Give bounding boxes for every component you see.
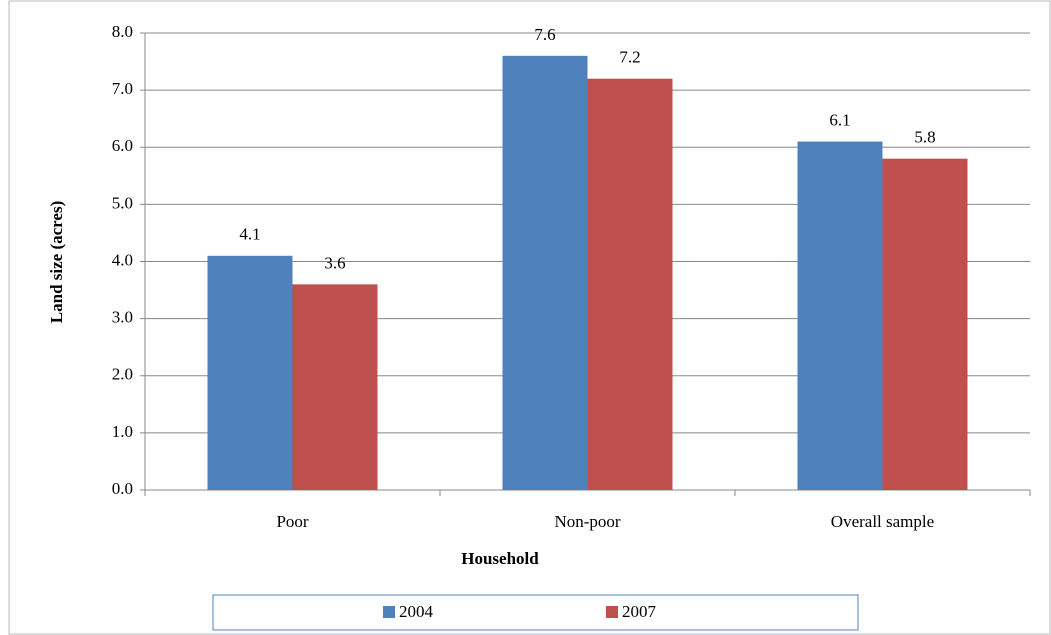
chart-border (8, 0, 1051, 635)
x-axis-title: Household (461, 549, 539, 568)
y-tick-label: 3.0 (112, 308, 133, 327)
legend-swatch (606, 606, 618, 618)
y-tick-label: 1.0 (112, 422, 133, 441)
value-label: 5.8 (914, 128, 935, 147)
legend-box (212, 594, 859, 631)
legend-label: 2004 (399, 602, 434, 621)
value-label: 4.1 (239, 225, 260, 244)
y-tick-label: 2.0 (112, 365, 133, 384)
legend-label: 2007 (622, 602, 657, 621)
y-tick-label: 6.0 (112, 136, 133, 155)
bar (797, 141, 883, 490)
legend-swatch (383, 606, 395, 618)
y-tick-label: 5.0 (112, 193, 133, 212)
bar (292, 284, 378, 490)
y-tick-label: 4.0 (112, 250, 133, 269)
x-tick-label: Overall sample (831, 512, 934, 531)
y-tick-label: 0.0 (112, 479, 133, 498)
y-tick-label: 8.0 (112, 22, 133, 41)
value-label: 3.6 (324, 253, 345, 272)
bar (207, 255, 293, 490)
y-tick-label: 7.0 (112, 79, 133, 98)
x-tick-label: Non-poor (554, 512, 620, 531)
value-label: 7.6 (534, 25, 555, 44)
value-label: 7.2 (619, 48, 640, 67)
x-tick-label: Poor (276, 512, 308, 531)
y-axis-title: Land size (acres) (47, 201, 66, 323)
bar (882, 158, 968, 491)
value-label: 6.1 (829, 110, 850, 129)
bar (587, 78, 673, 490)
bar (502, 55, 588, 490)
